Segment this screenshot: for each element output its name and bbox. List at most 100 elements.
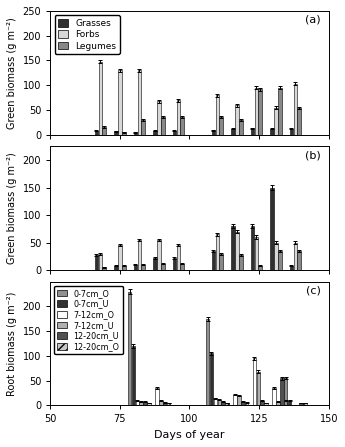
Bar [219,253,223,270]
Bar [95,131,98,135]
Bar [216,95,219,135]
Bar [251,226,254,270]
Bar [99,253,102,270]
Bar [255,88,258,135]
Bar [122,132,126,135]
Bar [157,101,161,135]
Bar [128,291,131,405]
Bar [147,403,151,405]
Bar [235,232,239,270]
Bar [138,70,141,135]
Bar [241,401,245,405]
Bar [114,131,118,135]
Bar [210,354,213,405]
Bar [235,105,239,135]
Bar [134,265,137,270]
Bar [177,245,180,270]
Bar [161,264,165,270]
Bar [153,258,157,270]
Bar [138,240,141,270]
Bar [253,358,256,405]
Bar [153,131,157,135]
Bar [172,258,176,270]
Bar [239,255,243,270]
Bar [237,396,240,405]
Bar [225,403,229,405]
Bar [216,234,219,270]
Bar [294,243,297,270]
Text: (c): (c) [306,285,321,295]
Bar [239,120,243,135]
Bar [132,346,135,405]
Bar [157,240,161,270]
Bar [276,401,279,405]
Bar [122,266,126,270]
X-axis label: Days of year: Days of year [154,430,225,440]
Bar [102,127,106,135]
Bar [297,108,301,135]
Bar [272,388,276,405]
Bar [255,237,258,270]
Bar [211,130,215,135]
Bar [257,372,260,405]
Bar [294,84,297,135]
Bar [163,402,167,405]
Bar [118,245,121,270]
Bar [288,401,291,405]
Bar [139,401,143,405]
Bar [278,251,282,270]
Bar [217,400,221,405]
Y-axis label: Green biomass (g m⁻²): Green biomass (g m⁻²) [7,17,17,129]
Y-axis label: Root biomass (g m⁻²): Root biomass (g m⁻²) [7,291,17,396]
Bar [136,401,139,405]
Bar [211,251,215,270]
Bar [161,118,165,135]
Bar [99,62,102,135]
Bar [274,243,278,270]
Text: (a): (a) [305,15,321,25]
Bar [231,226,235,270]
Bar [290,129,293,135]
Bar [270,129,274,135]
Bar [114,266,118,270]
Bar [180,264,184,270]
Bar [260,401,264,405]
Legend: Grasses, Forbs, Legumes: Grasses, Forbs, Legumes [55,16,120,54]
Bar [290,266,293,270]
Bar [280,378,284,405]
Bar [251,128,254,135]
Bar [258,89,262,135]
Bar [297,251,301,270]
Bar [270,188,274,270]
Bar [284,378,287,405]
Bar [284,401,287,405]
Bar [167,403,170,405]
Bar [231,129,235,135]
Text: (b): (b) [305,150,321,160]
Y-axis label: Green biomass (g m⁻²): Green biomass (g m⁻²) [7,152,17,264]
Bar [258,266,262,270]
Bar [134,132,137,135]
Bar [172,131,176,135]
Bar [264,403,268,405]
Bar [177,100,180,135]
Bar [144,401,147,405]
Bar [219,118,223,135]
Bar [206,319,209,405]
Bar [233,395,237,405]
Bar [180,118,184,135]
Legend: 0-7cm_O, 0-7cm_U, 7-12cm_O, 7-12cm_U, 12-20cm_U, 12-20cm_O: 0-7cm_O, 0-7cm_U, 7-12cm_O, 7-12cm_U, 12… [54,286,123,354]
Bar [245,402,248,405]
Bar [118,70,121,135]
Bar [274,108,278,135]
Bar [214,398,217,405]
Bar [221,401,225,405]
Bar [141,120,145,135]
Bar [95,255,98,270]
Bar [159,401,162,405]
Bar [141,265,145,270]
Bar [303,403,307,405]
Bar [299,403,303,405]
Bar [102,267,106,270]
Bar [155,388,159,405]
